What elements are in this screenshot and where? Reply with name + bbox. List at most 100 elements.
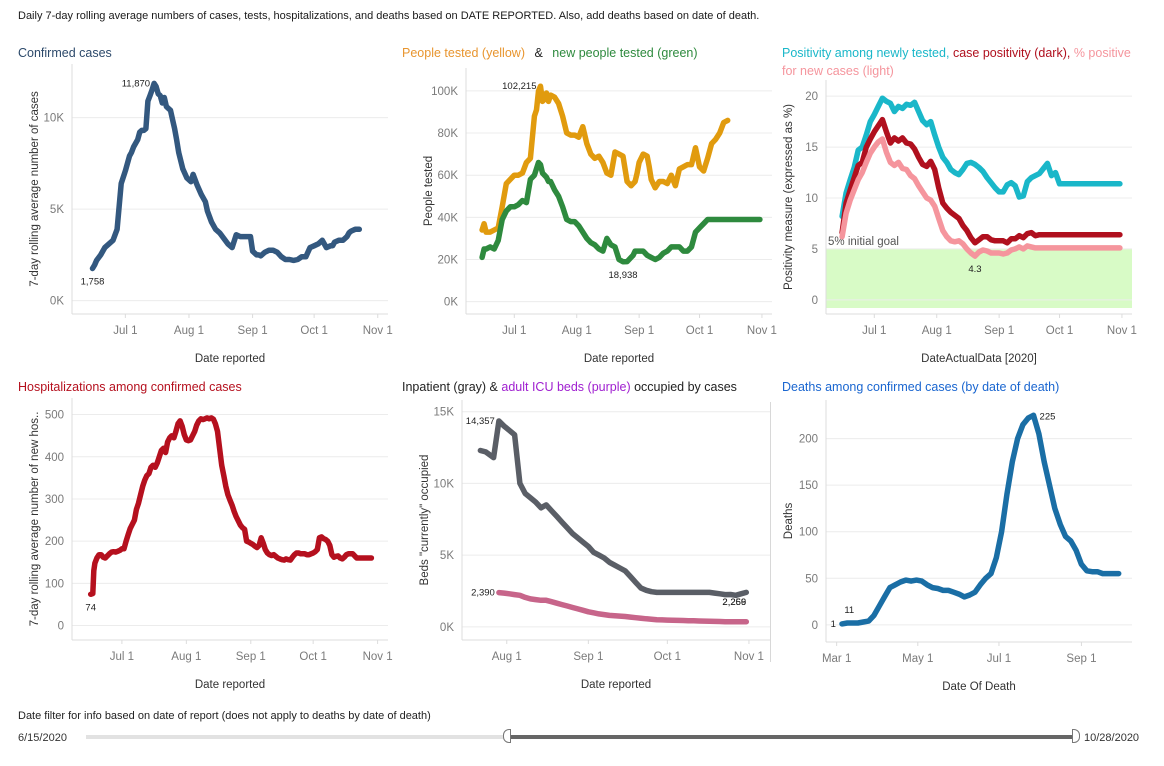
y-tick-label: 50 bbox=[805, 573, 818, 585]
y-tick-label: 80K bbox=[438, 128, 459, 140]
x-axis-title: DateActualData [2020] bbox=[921, 353, 1037, 365]
y-tick-label: 0K bbox=[50, 296, 64, 308]
goal-band bbox=[826, 248, 1132, 308]
y-tick-label: 400 bbox=[45, 452, 64, 464]
y-tick-label: 500 bbox=[45, 410, 64, 422]
x-tick-label: Aug 1 bbox=[562, 325, 592, 337]
positivity-title-case: case positivity (dark), bbox=[952, 46, 1071, 60]
x-tick-label: Nov 1 bbox=[363, 325, 393, 337]
x-tick-label: Jul 1 bbox=[502, 325, 526, 337]
y-tick-label: 15K bbox=[434, 407, 455, 419]
data-label: 2,269 bbox=[722, 597, 746, 608]
series-line-deaths bbox=[839, 412, 1122, 627]
confirmed-cases-title: Confirmed cases bbox=[18, 46, 112, 60]
positivity-title: Positivity among newly tested, case posi… bbox=[782, 44, 1132, 80]
beds-chart: 0K 5K 10K 15K Aug 1 Sep 1 Oct 1 Nov 1 Date repor… bbox=[419, 400, 770, 691]
x-tick-label: Oct 1 bbox=[686, 325, 713, 337]
series-line-icu bbox=[496, 589, 750, 625]
positivity-title-light: % positive for new cases (light) bbox=[782, 46, 1131, 78]
y-tick-label: 0K bbox=[444, 297, 458, 309]
x-axis-title: Date reported bbox=[584, 353, 654, 365]
y-tick-label: 20 bbox=[805, 91, 818, 103]
x-tick-label: Jul 1 bbox=[110, 651, 134, 663]
data-label: 14,357 bbox=[466, 416, 495, 427]
data-label: 1 bbox=[831, 619, 836, 630]
y-tick-label: 100 bbox=[799, 527, 818, 539]
x-tick-label: Sep 1 bbox=[573, 651, 603, 663]
people-tested-chart: 0K 20K 40K 60K 80K 100K Jul 1 Aug 1 Sep 1 Oct 1 No… bbox=[423, 68, 777, 365]
beds-panel: Inpatient (gray) & adult ICU beds (purpl… bbox=[402, 378, 777, 698]
data-label: 102,215 bbox=[502, 81, 536, 92]
x-tick-label: Jul 1 bbox=[987, 653, 1011, 665]
confirmed-cases-chart: 0K 5K 10K Jul 1 Aug 1 Sep 1 Oct 1 Nov 1 Date rep… bbox=[29, 64, 393, 365]
hospitalizations-title: Hospitalizations among confirmed cases bbox=[18, 380, 242, 394]
date-filter-start: 6/15/2020 bbox=[18, 732, 67, 744]
date-filter-end-handle[interactable] bbox=[1072, 729, 1080, 743]
hospitalizations-panel: Hospitalizations among confirmed cases 0… bbox=[18, 378, 393, 698]
x-tick-label: Aug 1 bbox=[174, 325, 204, 337]
data-label: 225 bbox=[1040, 411, 1056, 422]
series-line-pos_new bbox=[839, 95, 1123, 220]
y-tick-label: 0K bbox=[440, 622, 454, 634]
data-label: 74 bbox=[85, 602, 96, 613]
x-tick-label: Nov 1 bbox=[734, 651, 764, 663]
x-tick-label: Nov 1 bbox=[1107, 325, 1137, 337]
date-filter-end: 10/28/2020 bbox=[1084, 732, 1140, 744]
date-filter-label: Date filter for info based on date of re… bbox=[18, 710, 431, 722]
x-tick-label: Oct 1 bbox=[1046, 325, 1073, 337]
x-axis-title: Date reported bbox=[195, 353, 265, 365]
data-label: 2,256 bbox=[722, 597, 746, 608]
y-axis-title: 7-day rolling average number of cases bbox=[29, 91, 41, 287]
goal-band-label: 5% initial goal bbox=[828, 236, 899, 248]
x-tick-label: May 1 bbox=[902, 653, 933, 665]
data-label: 4.3 bbox=[968, 264, 981, 275]
y-tick-label: 10K bbox=[44, 113, 65, 125]
y-tick-label: 20K bbox=[438, 255, 459, 267]
positivity-panel: Positivity among newly tested, case posi… bbox=[782, 44, 1157, 365]
y-tick-label: 100K bbox=[431, 86, 458, 98]
beds-title-occupied: occupied by cases bbox=[634, 380, 737, 394]
y-tick-label: 0 bbox=[58, 621, 64, 633]
people-tested-title-yellow: People tested (yellow) bbox=[402, 46, 525, 60]
y-axis-title: Deaths bbox=[783, 503, 795, 540]
series-line-tested bbox=[479, 83, 731, 235]
beds-title: Inpatient (gray) & adult ICU beds (purpl… bbox=[402, 378, 737, 396]
y-tick-label: 40K bbox=[438, 212, 459, 224]
x-tick-label: Aug 1 bbox=[492, 651, 522, 663]
y-tick-label: 0 bbox=[812, 295, 818, 307]
x-tick-label: Mar 1 bbox=[822, 653, 851, 665]
page-title: Daily 7-day rolling average numbers of c… bbox=[18, 10, 760, 22]
x-tick-label: Oct 1 bbox=[654, 651, 681, 663]
confirmed-cases-panel: Confirmed cases 0K 5K 10K Jul 1 Aug 1 Sep 1 Oc… bbox=[18, 44, 393, 365]
people-tested-title-green: new people tested (green) bbox=[552, 46, 698, 60]
x-tick-label: Oct 1 bbox=[300, 325, 327, 337]
y-tick-label: 15 bbox=[805, 142, 818, 154]
y-tick-label: 5 bbox=[812, 244, 818, 256]
x-tick-label: Nov 1 bbox=[747, 325, 777, 337]
x-tick-label: Jul 1 bbox=[862, 325, 886, 337]
data-label: 2,390 bbox=[471, 588, 495, 599]
x-tick-label: Sep 1 bbox=[1066, 653, 1096, 665]
x-tick-label: Jul 1 bbox=[113, 325, 137, 337]
panel-divider bbox=[770, 402, 771, 662]
y-axis-title: Beds "currently" occupied bbox=[419, 455, 431, 586]
date-filter-start-handle[interactable] bbox=[502, 729, 511, 743]
y-axis-title: 7-day rolling average number of new hos.… bbox=[29, 412, 41, 627]
series-line-cases bbox=[89, 80, 363, 272]
y-tick-label: 200 bbox=[799, 434, 818, 446]
y-tick-label: 150 bbox=[799, 480, 818, 492]
y-tick-label: 0 bbox=[812, 620, 818, 632]
x-tick-label: Aug 1 bbox=[171, 651, 201, 663]
deaths-panel: Deaths among confirmed cases (by date of… bbox=[782, 378, 1157, 698]
y-tick-label: 5K bbox=[50, 204, 64, 216]
x-tick-label: Oct 1 bbox=[299, 651, 326, 663]
beds-title-icu: adult ICU beds (purple) bbox=[501, 380, 631, 394]
people-tested-title: People tested (yellow) & new people test… bbox=[402, 44, 698, 62]
series-line-pos_case bbox=[839, 116, 1123, 246]
series-line-inpatient bbox=[477, 418, 750, 599]
date-filter-range[interactable] bbox=[506, 735, 1076, 739]
x-axis-title: Date reported bbox=[581, 679, 651, 691]
positivity-title-new: Positivity among newly tested, bbox=[782, 46, 950, 60]
y-tick-label: 300 bbox=[45, 494, 64, 506]
people-tested-title-amp: & bbox=[534, 46, 543, 60]
